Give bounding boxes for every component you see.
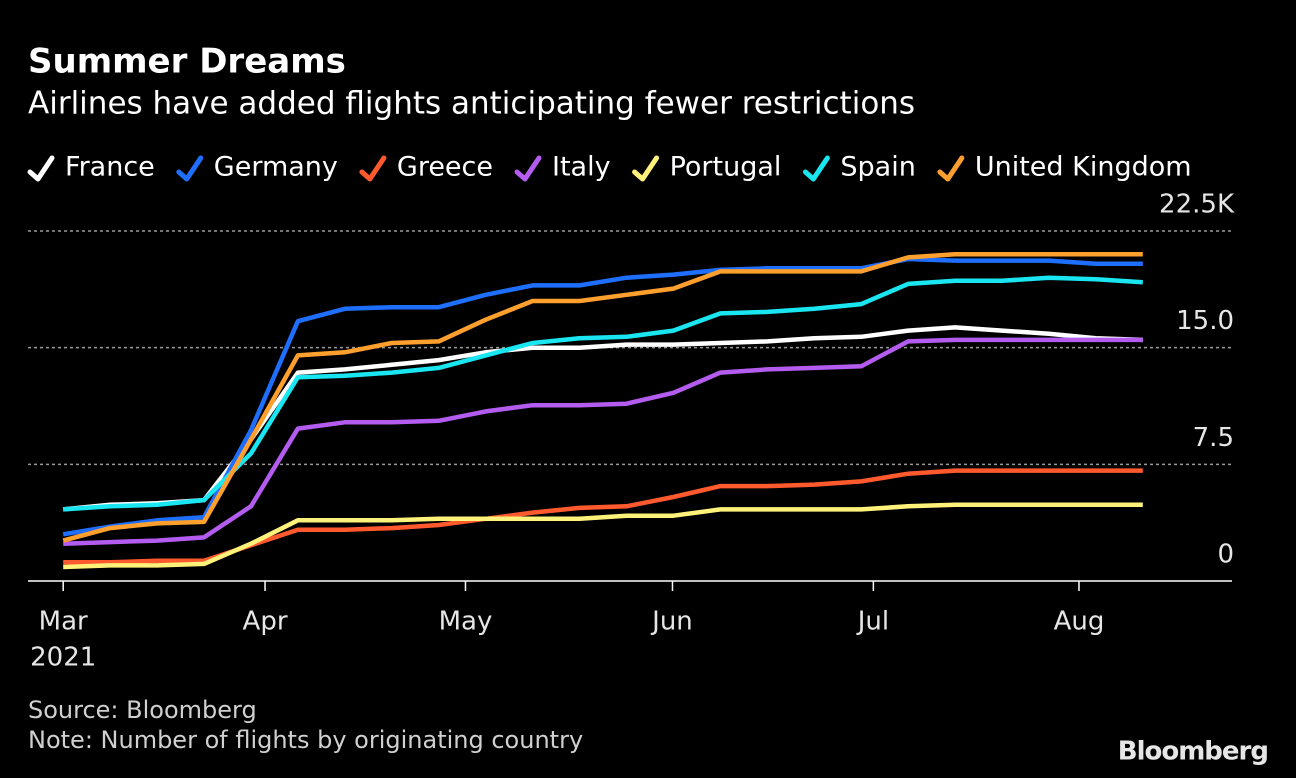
legend-swatch — [359, 155, 387, 182]
legend-swatch — [514, 155, 542, 182]
legend-swatch — [632, 155, 660, 182]
legend-label: United Kingdom — [975, 152, 1192, 183]
legend-label: Portugal — [670, 152, 782, 183]
series-line — [63, 337, 1143, 546]
x-tick-label: Apr — [243, 607, 288, 637]
legend-label: Spain — [840, 152, 915, 183]
chart-subtitle: Airlines have added flights anticipating… — [28, 86, 915, 122]
y-tick-label: 22.5K — [1159, 190, 1235, 220]
x-tick-label: Aug — [1054, 607, 1105, 637]
legend-swatch — [176, 155, 204, 182]
x-year-label: 2021 — [30, 643, 96, 673]
legend-swatch — [27, 155, 55, 182]
legend-label: Italy — [552, 152, 611, 183]
source: Source: Bloomberg — [28, 696, 257, 724]
x-tick-label: Jun — [650, 607, 693, 637]
series-line — [62, 252, 1143, 543]
legend-swatch — [937, 155, 965, 182]
x-tick-label: Mar — [39, 607, 88, 637]
y-tick-label: 0 — [1217, 540, 1234, 570]
series-line — [63, 502, 1143, 570]
chart-title: Summer Dreams — [28, 42, 346, 82]
legend-label: Greece — [397, 152, 493, 183]
x-tick-label: Jul — [856, 607, 889, 637]
series-line — [62, 256, 1143, 537]
note: Note: Number of flights by originating c… — [28, 726, 583, 754]
y-tick-label: 15.0 — [1176, 306, 1234, 336]
series-line — [63, 275, 1143, 512]
legend-label: Germany — [214, 152, 338, 183]
brand: Bloomberg — [1118, 737, 1268, 767]
x-tick-label: May — [439, 607, 493, 637]
legend-label: France — [65, 152, 155, 183]
legend-swatch — [802, 155, 830, 182]
y-tick-label: 7.5 — [1193, 423, 1234, 453]
